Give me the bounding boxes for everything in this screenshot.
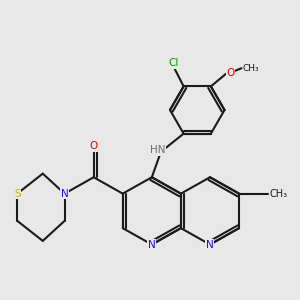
Text: S: S <box>14 189 21 199</box>
Text: O: O <box>89 141 98 152</box>
Text: N: N <box>206 239 214 250</box>
Text: CH₃: CH₃ <box>243 64 260 73</box>
Text: Cl: Cl <box>168 58 178 68</box>
Text: N: N <box>61 189 68 199</box>
Text: CH₃: CH₃ <box>270 189 288 199</box>
Text: N: N <box>148 239 156 250</box>
Text: HN: HN <box>149 145 165 155</box>
Text: O: O <box>226 68 235 78</box>
